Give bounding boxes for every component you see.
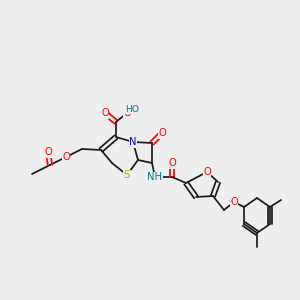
Text: O: O — [123, 108, 131, 118]
Text: O: O — [62, 152, 70, 162]
Text: HO: HO — [125, 104, 139, 113]
Text: O: O — [203, 167, 211, 177]
Text: S: S — [124, 170, 130, 180]
Text: N: N — [129, 137, 137, 147]
Text: O: O — [44, 147, 52, 157]
Text: O: O — [101, 108, 109, 118]
Text: O: O — [158, 128, 166, 138]
Text: O: O — [168, 158, 176, 168]
Text: O: O — [230, 197, 238, 207]
Text: NH: NH — [148, 172, 163, 182]
